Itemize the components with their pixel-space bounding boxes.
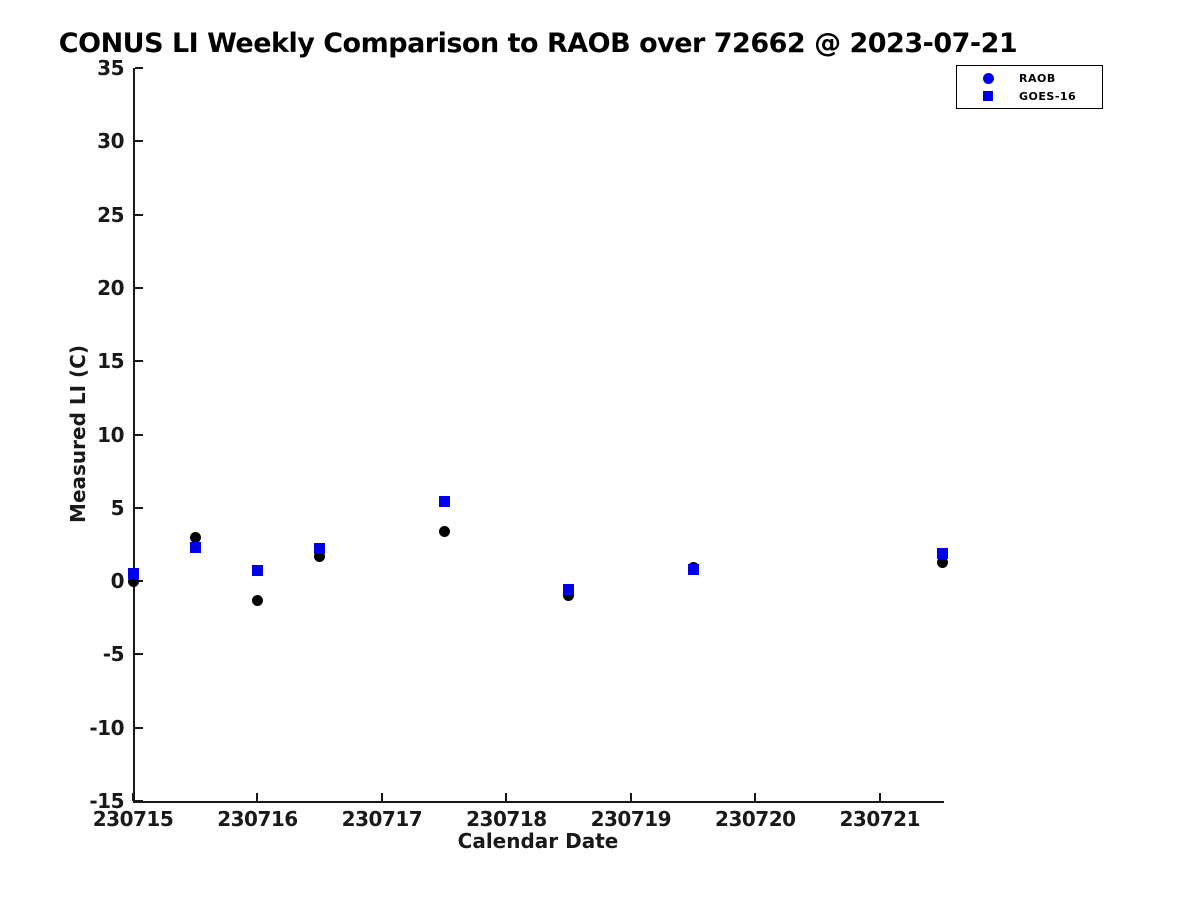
- y-tick-label: -5: [102, 642, 125, 667]
- legend: RAOB GOES-16: [956, 65, 1103, 109]
- x-tick-mark: [754, 793, 757, 801]
- x-tick-label: 230715: [92, 807, 174, 831]
- y-tick-label: 30: [97, 129, 124, 154]
- y-tick-label: 15: [97, 349, 124, 374]
- y-axis-label: Measured LI (C): [66, 345, 90, 523]
- data-point-raob: [563, 590, 575, 602]
- x-tick-mark: [380, 793, 383, 801]
- data-point-raob: [189, 531, 201, 543]
- y-tick-label: -10: [89, 715, 124, 740]
- data-point-goes-16: [314, 542, 326, 554]
- x-tick-label: 230718: [466, 807, 547, 831]
- data-point-raob: [127, 575, 139, 587]
- legend-circle-icon: [957, 72, 1019, 84]
- y-tick-mark: [135, 213, 143, 216]
- y-tick-label: 10: [97, 422, 124, 447]
- y-tick-mark: [135, 580, 143, 583]
- data-point-raob: [438, 525, 450, 537]
- data-point-goes-16: [563, 583, 575, 595]
- data-point-goes-16: [127, 568, 139, 580]
- x-tick-label: 230716: [217, 807, 298, 831]
- x-tick-mark: [505, 793, 508, 801]
- x-tick-mark: [629, 793, 632, 801]
- x-tick-mark: [132, 793, 134, 801]
- x-tick-mark: [878, 793, 881, 801]
- x-tick-label: 230721: [839, 807, 921, 831]
- data-point-goes-16: [438, 495, 450, 507]
- legend-label: GOES-16: [1019, 89, 1077, 103]
- y-tick-mark: [135, 140, 143, 143]
- data-point-raob: [251, 594, 263, 606]
- y-tick-mark: [135, 286, 143, 289]
- data-point-raob: [936, 557, 948, 569]
- y-tick-mark: [135, 67, 143, 69]
- x-tick-label: 230720: [715, 807, 796, 831]
- data-point-goes-16: [251, 565, 263, 577]
- y-tick-label: 20: [97, 275, 124, 300]
- data-point-goes-16: [189, 541, 201, 553]
- y-tick-mark: [135, 726, 143, 729]
- legend-label: RAOB: [1019, 71, 1056, 85]
- y-tick-label: 35: [97, 56, 124, 80]
- y-tick-label: 0: [110, 569, 125, 594]
- x-tick-label: 230717: [341, 807, 423, 831]
- y-tick-mark: [135, 506, 143, 509]
- chart-title: CONUS LI Weekly Comparison to RAOB over …: [58, 28, 1018, 59]
- data-point-raob: [314, 551, 326, 563]
- legend-item-raob: RAOB: [957, 71, 1102, 86]
- y-tick-label: 5: [110, 495, 125, 520]
- data-point-goes-16: [936, 548, 948, 560]
- plot-area: [133, 68, 944, 803]
- y-tick-mark: [135, 800, 143, 802]
- x-axis-label: Calendar Date: [457, 829, 619, 853]
- x-tick-mark: [256, 793, 259, 801]
- y-tick-label: -15: [89, 789, 124, 813]
- y-tick-mark: [135, 433, 143, 436]
- y-tick-mark: [135, 653, 143, 656]
- data-point-goes-16: [687, 563, 699, 575]
- legend-square-icon: [957, 91, 1019, 101]
- y-tick-mark: [135, 360, 143, 363]
- x-tick-label: 230719: [590, 807, 672, 831]
- y-tick-label: 25: [97, 202, 124, 227]
- legend-item-goes-16: GOES-16: [957, 89, 1102, 104]
